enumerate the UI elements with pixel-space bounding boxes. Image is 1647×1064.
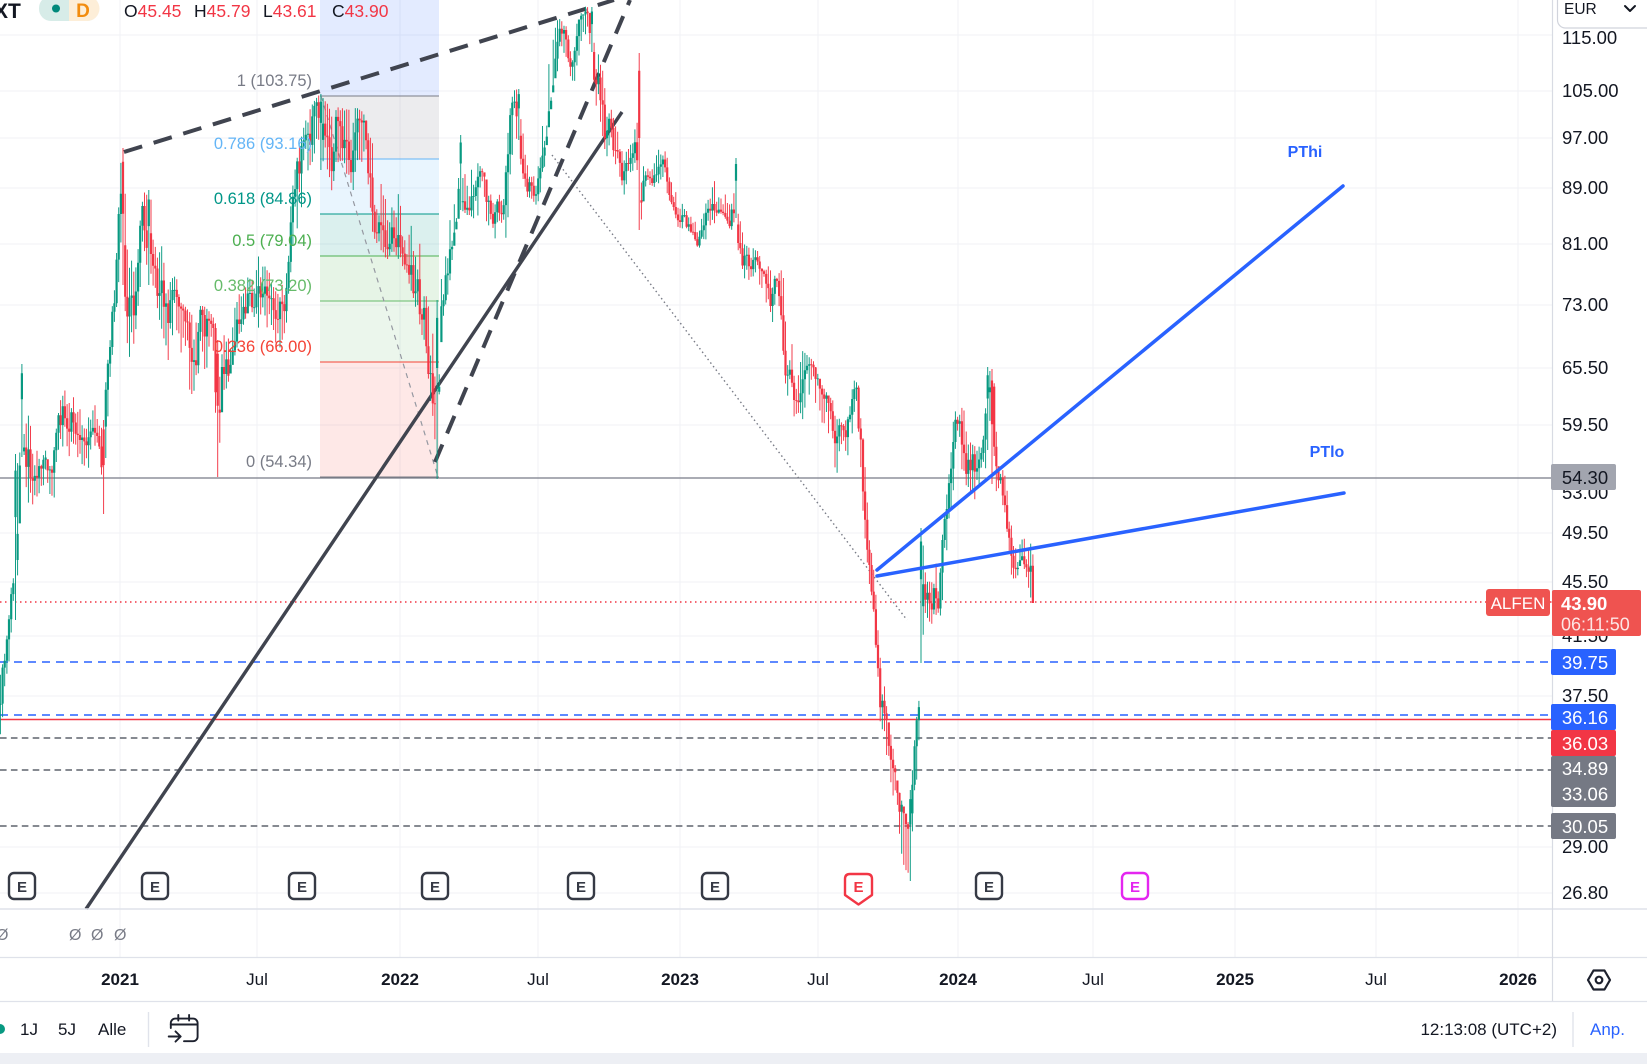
svg-text:36.16: 36.16 bbox=[1562, 707, 1608, 728]
svg-text:0.5 (79.04): 0.5 (79.04) bbox=[232, 232, 312, 250]
svg-text:30.05: 30.05 bbox=[1562, 816, 1608, 837]
svg-text:Ø: Ø bbox=[0, 927, 8, 944]
svg-text:C43.90: C43.90 bbox=[332, 1, 389, 21]
svg-text:81.00: 81.00 bbox=[1562, 233, 1608, 254]
svg-text:E: E bbox=[17, 879, 27, 896]
svg-text:ALFEN: ALFEN bbox=[1491, 594, 1546, 613]
svg-text:06:11:50: 06:11:50 bbox=[1561, 615, 1630, 635]
svg-text:1 (103.75): 1 (103.75) bbox=[237, 72, 312, 90]
svg-text:0.618 (84.86): 0.618 (84.86) bbox=[214, 190, 312, 208]
svg-text:E: E bbox=[853, 879, 863, 896]
svg-text:0.236 (66.00): 0.236 (66.00) bbox=[214, 338, 312, 356]
svg-text:D: D bbox=[76, 1, 90, 22]
svg-text:65.50: 65.50 bbox=[1562, 357, 1608, 378]
svg-text:49.50: 49.50 bbox=[1562, 522, 1608, 543]
svg-text:Ø: Ø bbox=[91, 927, 103, 944]
svg-text:97.00: 97.00 bbox=[1562, 127, 1608, 148]
svg-text:E: E bbox=[710, 879, 720, 896]
svg-text:E: E bbox=[297, 879, 307, 896]
svg-text:33.06: 33.06 bbox=[1562, 784, 1608, 805]
svg-text:115.00: 115.00 bbox=[1562, 27, 1617, 48]
svg-text:Jul: Jul bbox=[1082, 970, 1104, 989]
svg-text:43.90: 43.90 bbox=[1561, 593, 1607, 614]
svg-text:54.30: 54.30 bbox=[1562, 467, 1608, 488]
svg-text:45.50: 45.50 bbox=[1562, 571, 1608, 592]
svg-text:36.03: 36.03 bbox=[1562, 733, 1608, 754]
svg-text:E: E bbox=[576, 879, 586, 896]
svg-text:0.786 (93.16): 0.786 (93.16) bbox=[214, 135, 312, 153]
svg-text:Ø: Ø bbox=[114, 927, 126, 944]
svg-text:37.50: 37.50 bbox=[1562, 685, 1608, 706]
svg-text:29.00: 29.00 bbox=[1562, 836, 1608, 857]
svg-text:Anp.: Anp. bbox=[1590, 1020, 1625, 1039]
svg-text:E: E bbox=[1130, 879, 1140, 896]
svg-text:PThi: PThi bbox=[1288, 144, 1323, 161]
svg-text:1J: 1J bbox=[20, 1020, 38, 1039]
svg-text:2021: 2021 bbox=[101, 970, 139, 989]
svg-text:O45.45: O45.45 bbox=[124, 1, 181, 21]
svg-text:12:13:08 (UTC+2): 12:13:08 (UTC+2) bbox=[1420, 1020, 1557, 1039]
svg-text:59.50: 59.50 bbox=[1562, 414, 1608, 435]
svg-text:0.382 (73.20): 0.382 (73.20) bbox=[214, 277, 312, 295]
svg-text:XT: XT bbox=[0, 0, 21, 23]
svg-text:Jul: Jul bbox=[807, 970, 829, 989]
svg-text:Jul: Jul bbox=[246, 970, 268, 989]
svg-text:E: E bbox=[430, 879, 440, 896]
svg-text:E: E bbox=[984, 879, 994, 896]
svg-text:PTlo: PTlo bbox=[1310, 444, 1345, 461]
svg-text:H45.79: H45.79 bbox=[194, 1, 250, 21]
svg-text:34.89: 34.89 bbox=[1562, 758, 1608, 779]
svg-text:L43.61: L43.61 bbox=[263, 1, 317, 21]
svg-text:E: E bbox=[150, 879, 160, 896]
svg-text:2026: 2026 bbox=[1499, 970, 1537, 989]
svg-text:5J: 5J bbox=[58, 1020, 76, 1039]
svg-text:EUR: EUR bbox=[1564, 1, 1597, 18]
svg-text:Alle: Alle bbox=[98, 1020, 126, 1039]
svg-text:Jul: Jul bbox=[527, 970, 549, 989]
svg-text:2025: 2025 bbox=[1216, 970, 1254, 989]
svg-text:39.75: 39.75 bbox=[1562, 652, 1608, 673]
svg-text:2024: 2024 bbox=[939, 970, 977, 989]
svg-text:26.80: 26.80 bbox=[1562, 882, 1608, 903]
svg-text:73.00: 73.00 bbox=[1562, 294, 1608, 315]
svg-text:0 (54.34): 0 (54.34) bbox=[246, 453, 312, 471]
svg-text:2022: 2022 bbox=[381, 970, 419, 989]
svg-text:Jul: Jul bbox=[1365, 970, 1387, 989]
svg-text:105.00: 105.00 bbox=[1562, 80, 1619, 101]
svg-text:2023: 2023 bbox=[661, 970, 699, 989]
svg-text:Ø: Ø bbox=[69, 927, 81, 944]
svg-text:89.00: 89.00 bbox=[1562, 177, 1608, 198]
